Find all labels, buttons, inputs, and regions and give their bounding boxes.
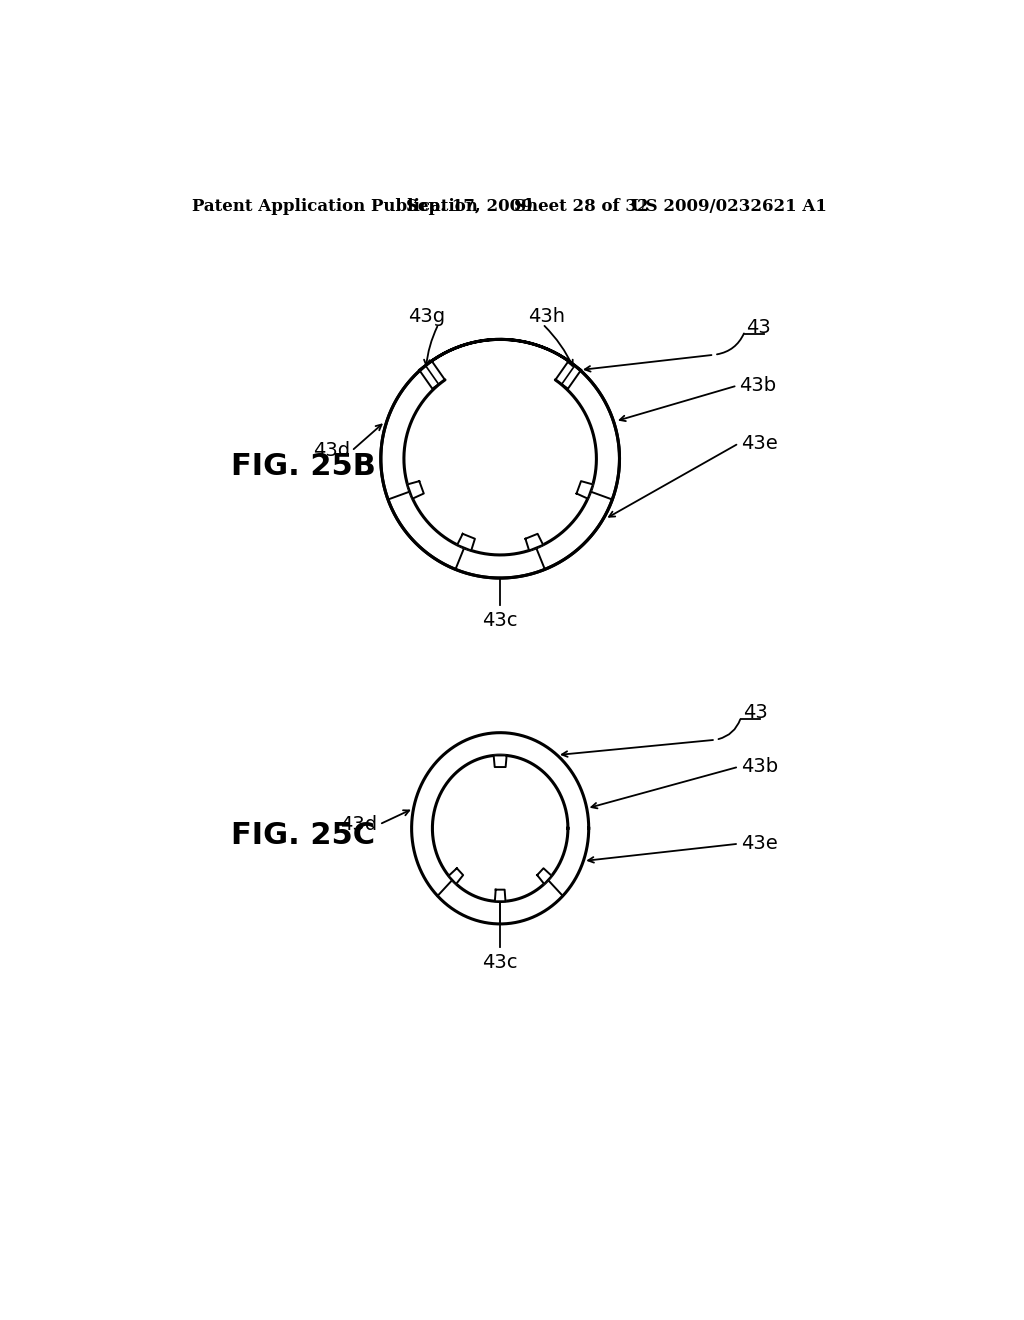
Text: FIG. 25B: FIG. 25B bbox=[230, 451, 376, 480]
Text: 43: 43 bbox=[742, 704, 767, 722]
Polygon shape bbox=[408, 480, 424, 499]
Text: 43: 43 bbox=[746, 318, 771, 338]
Text: 43e: 43e bbox=[741, 434, 778, 453]
Text: 43c: 43c bbox=[482, 611, 518, 630]
Text: Patent Application Publication: Patent Application Publication bbox=[193, 198, 478, 215]
Text: 43h: 43h bbox=[527, 306, 565, 326]
Text: 43g: 43g bbox=[409, 306, 445, 326]
Text: FIG. 25C: FIG. 25C bbox=[230, 821, 375, 850]
Text: 43e: 43e bbox=[741, 834, 778, 853]
Text: 43b: 43b bbox=[739, 376, 776, 395]
Text: 43b: 43b bbox=[741, 758, 778, 776]
Text: Sep. 17, 2009: Sep. 17, 2009 bbox=[407, 198, 532, 215]
Polygon shape bbox=[495, 890, 506, 902]
Polygon shape bbox=[457, 533, 475, 550]
Polygon shape bbox=[525, 533, 543, 550]
Polygon shape bbox=[577, 480, 593, 499]
Polygon shape bbox=[494, 755, 507, 767]
Polygon shape bbox=[449, 869, 463, 884]
Text: US 2009/0232621 A1: US 2009/0232621 A1 bbox=[631, 198, 827, 215]
Polygon shape bbox=[538, 869, 552, 884]
Text: 43d: 43d bbox=[340, 814, 377, 834]
Text: 43c: 43c bbox=[482, 953, 518, 972]
Text: 43d: 43d bbox=[313, 441, 350, 461]
Text: Sheet 28 of 32: Sheet 28 of 32 bbox=[514, 198, 648, 215]
